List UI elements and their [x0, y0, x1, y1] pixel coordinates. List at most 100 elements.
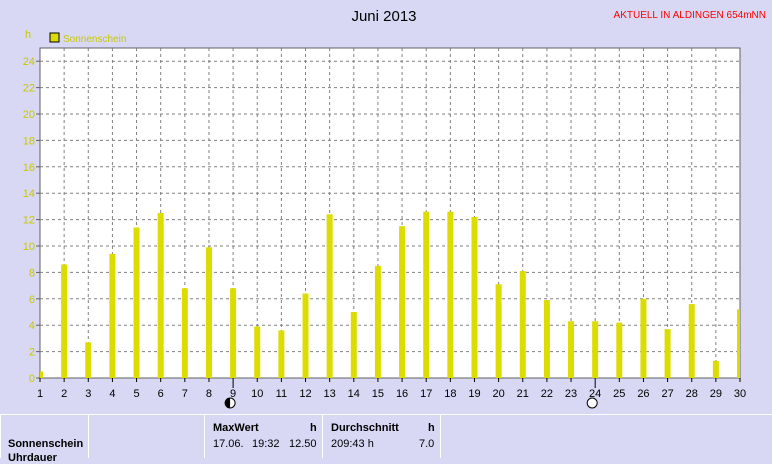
bar: [543, 300, 550, 378]
x-tick-label: 23: [565, 388, 577, 400]
x-tick-label: 17: [420, 388, 432, 400]
moon-shadow: [225, 398, 231, 408]
empty-cell-right: [440, 414, 772, 458]
max-header: MaxWert: [213, 422, 259, 434]
bar: [133, 227, 140, 378]
y-tick-label: 8: [29, 267, 35, 279]
sunshine-chart: Juni 2013 AKTUELL IN ALDINGEN 654mNN h S…: [23, 8, 766, 409]
bars: [40, 211, 740, 378]
y-tick-label: 10: [23, 241, 35, 253]
x-tick-label: 24: [589, 388, 601, 400]
plot-area: [39, 47, 741, 379]
x-tick-label: 18: [444, 388, 456, 400]
x-tick-label: 28: [686, 388, 698, 400]
bar: [230, 288, 237, 378]
bar: [640, 298, 647, 378]
bar: [399, 226, 406, 378]
bar: [61, 264, 68, 378]
y-tick-label: 4: [29, 320, 35, 332]
bar: [471, 216, 478, 378]
x-tick-label: 1: [37, 388, 43, 400]
bar: [519, 271, 526, 378]
y-tick-label: 24: [23, 56, 35, 68]
x-tick-label: 4: [109, 388, 115, 400]
x-tick-label: 6: [158, 388, 164, 400]
avg-cell: Durchschnitt h 209:43 h 7.0: [322, 414, 440, 458]
y-tick-label: 18: [23, 135, 35, 147]
avg-value: 7.0: [419, 438, 435, 450]
bar: [447, 211, 454, 378]
x-tick-label: 11: [276, 388, 287, 400]
chart-title: Juni 2013: [351, 8, 416, 25]
x-tick-label: 8: [206, 388, 212, 400]
bar: [278, 330, 285, 378]
x-tick-label: 7: [182, 388, 188, 400]
moon-phases: [224, 397, 598, 409]
bar: [85, 342, 92, 378]
x-tick-label: 19: [468, 388, 480, 400]
bar: [109, 253, 116, 378]
max-date: 17.06.: [213, 438, 244, 450]
bar: [157, 213, 164, 378]
x-tick-label: 12: [299, 388, 311, 400]
x-tick-label: 29: [710, 388, 722, 400]
bar: [302, 293, 309, 378]
bar: [374, 265, 381, 378]
x-tick-label: 3: [85, 388, 91, 400]
x-tick-label: 13: [324, 388, 336, 400]
legend-swatch: [49, 32, 60, 43]
x-tick-label: 10: [251, 388, 263, 400]
bar: [40, 371, 43, 378]
bar: [712, 360, 719, 378]
x-tick-label: 25: [613, 388, 625, 400]
x-tick-label: 9: [230, 388, 236, 400]
x-tick-label: 5: [133, 388, 139, 400]
x-tick-label: 14: [348, 388, 360, 400]
y-tick-label: 6: [29, 294, 35, 306]
y-tick-label: 22: [23, 83, 35, 95]
y-tick-label: 16: [23, 162, 35, 174]
x-tick-label: 27: [661, 388, 673, 400]
bar: [423, 211, 430, 378]
bar: [592, 321, 599, 378]
x-tick-label: 15: [372, 388, 384, 400]
x-tick-label: 30: [734, 388, 746, 400]
x-tick-label: 26: [637, 388, 649, 400]
max-unit: h: [310, 422, 317, 434]
bar: [495, 284, 502, 378]
y-tick-label: 20: [23, 109, 35, 121]
bar: [737, 309, 740, 378]
grid-lines: [40, 48, 740, 378]
row-label-uhrdauer: Uhrdauer: [8, 452, 57, 464]
y-tick-label: 2: [29, 347, 35, 359]
legend-label: Sonnenschein: [63, 34, 126, 45]
avg-total: 209:43 h: [331, 438, 374, 450]
y-tick-label: 14: [23, 188, 35, 200]
max-time: 19:32: [252, 438, 280, 450]
y-axis-unit: h: [25, 29, 31, 41]
row-label-cell: Sonnenschein Uhrdauer: [0, 414, 88, 464]
full-moon-icon: [586, 397, 598, 409]
avg-header: Durchschnitt: [331, 422, 399, 434]
x-tick-label: 2: [61, 388, 67, 400]
y-tick-label: 0: [29, 373, 35, 385]
bar: [350, 312, 357, 378]
max-value: 12.50: [289, 438, 317, 450]
station-label: AKTUELL IN ALDINGEN 654mNN: [614, 10, 766, 21]
bar: [688, 304, 695, 378]
summary-table: Sonnenschein Uhrdauer MaxWert h 17.06. 1…: [0, 414, 772, 464]
avg-unit: h: [428, 422, 435, 434]
bar: [181, 288, 188, 378]
x-tick-label: 21: [517, 388, 529, 400]
bar: [568, 321, 575, 378]
x-ticks: 1 2 3 4 5 6 7 8 9 10 11 12 13 14 15 16 17 18 19 20 21 22 23 24 2…: [37, 378, 746, 400]
x-tick-label: 20: [492, 388, 504, 400]
bar: [205, 247, 212, 378]
x-tick-label: 16: [396, 388, 408, 400]
empty-cell: [88, 414, 204, 458]
max-cell: MaxWert h 17.06. 19:32 12.50: [204, 414, 322, 458]
bar: [254, 326, 261, 378]
bar: [616, 322, 623, 378]
x-tick-label: 22: [541, 388, 553, 400]
